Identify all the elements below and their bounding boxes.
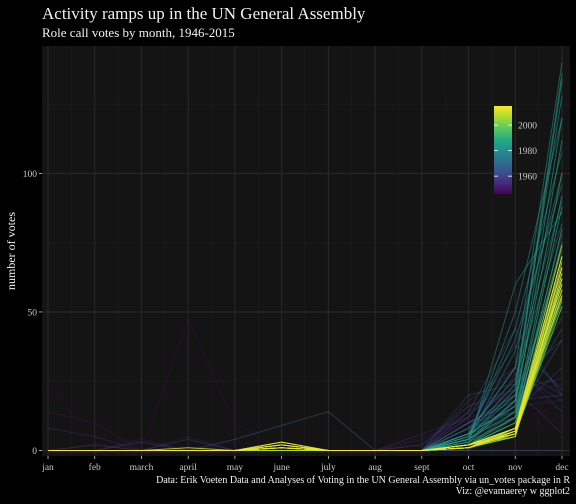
chart-subtitle: Role call votes by month, 1946-2015 xyxy=(42,25,235,40)
chart-caption: Data: Erik Voeten Data and Analyses of V… xyxy=(156,475,570,497)
y-axis-label: number of votes xyxy=(4,212,18,290)
x-tick-label: dec xyxy=(555,463,568,473)
x-tick-label: may xyxy=(227,463,244,473)
caption-viz-credit: Viz: @evamaerey w ggplot2 xyxy=(455,486,570,497)
x-tick-label: oct xyxy=(463,463,475,473)
y-tick-label: 100 xyxy=(23,170,38,180)
legend-tick-label: 1960 xyxy=(518,173,537,183)
x-tick-label: aug xyxy=(368,463,382,473)
x-tick-label: june xyxy=(272,463,289,473)
legend-tick-label: 2000 xyxy=(518,122,537,132)
x-tick-label: nov xyxy=(508,463,523,473)
x-tick-label: jan xyxy=(41,463,54,473)
y-tick-label: 0 xyxy=(32,447,37,457)
y-tick-label: 50 xyxy=(28,308,38,318)
caption-data-source: Data: Erik Voeten Data and Analyses of V… xyxy=(156,475,570,486)
x-tick-label: sept xyxy=(414,463,430,473)
chart-title: Activity ramps up in the UN General Asse… xyxy=(42,4,366,23)
x-tick-label: march xyxy=(130,463,154,473)
legend-colorbar xyxy=(494,106,512,194)
legend-tick-label: 1980 xyxy=(518,147,537,157)
series-line-2015 xyxy=(48,256,563,451)
plot-panel xyxy=(42,46,570,456)
x-tick-label: april xyxy=(179,463,197,473)
x-tick-label: july xyxy=(320,463,336,473)
x-tick-label: feb xyxy=(89,462,101,473)
